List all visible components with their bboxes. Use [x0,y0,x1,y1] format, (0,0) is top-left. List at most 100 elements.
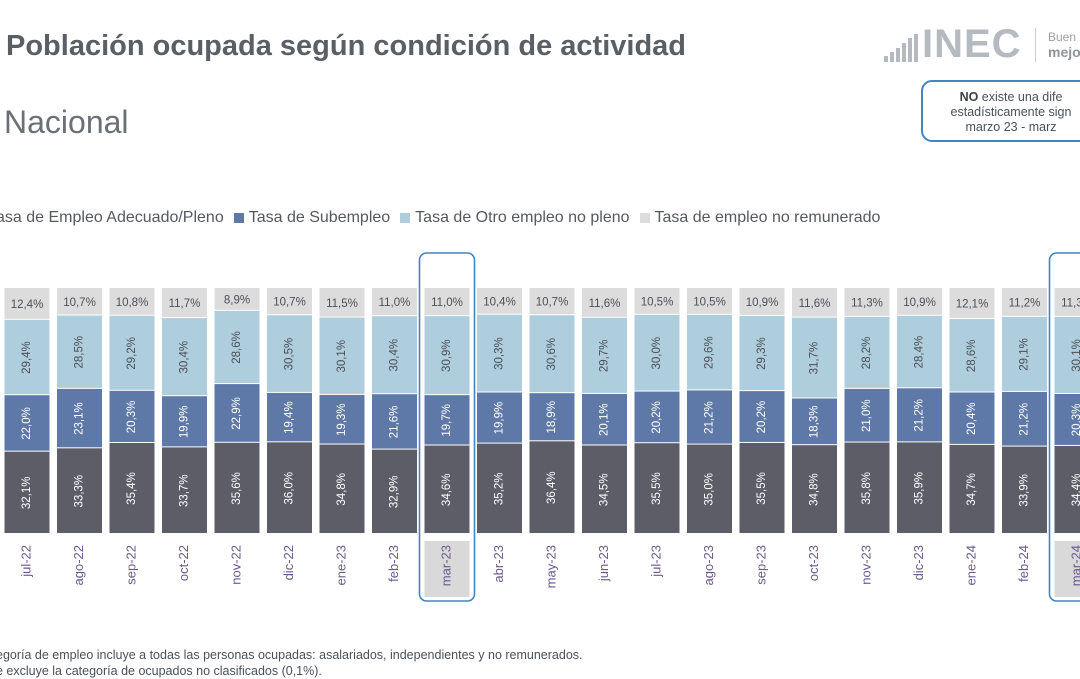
data-label-subempleo-mar-23: 19,7% [441,404,453,437]
data-label-subempleo-mar-24: 20,3% [1071,404,1080,437]
data-label-otro-feb-24: 29,1% [1019,338,1031,371]
data-label-no_remunerado-dic-22: 10,7% [273,297,306,309]
x-tick-label-dic-22: dic-22 [281,545,296,580]
data-label-no_remunerado-oct-23: 11,6% [799,298,831,310]
data-label-subempleo-ene-24: 20,4% [966,402,978,435]
x-tick-label-oct-23: oct-23 [806,545,821,581]
x-tick-label-mar-24: mar-24 [1068,545,1080,586]
data-label-otro-nov-22: 28,6% [231,331,243,364]
data-label-no_remunerado-sep-22: 10,8% [116,297,149,309]
chart-legend: asa de Empleo Adecuado/Pleno Tasa de Sub… [0,209,890,227]
data-label-subempleo-dic-23: 21,2% [914,399,926,432]
data-label-subempleo-nov-22: 22,9% [231,397,243,430]
note-line-1: NO existe una dife [923,90,1080,105]
footnote: egoría de empleo incluye a todas las per… [0,647,583,679]
x-tick-label-feb-24: feb-24 [1016,545,1031,582]
data-label-adecuado-oct-22: 33,7% [179,474,191,507]
data-label-no_remunerado-mar-23: 11,0% [431,297,463,309]
logo-separator [1035,28,1036,62]
data-label-adecuado-sep-23: 35,5% [756,472,768,505]
data-label-otro-ago-22: 28,5% [74,336,86,369]
footnote-line-1: egoría de empleo incluye a todas las per… [0,647,583,663]
data-label-otro-nov-23: 28,2% [861,337,873,370]
data-label-no_remunerado-feb-23: 11,0% [379,297,411,309]
legend-item-adecuado: asa de Empleo Adecuado/Pleno [0,209,224,227]
x-tick-label-jul-22: jul-22 [18,545,33,578]
legend-swatch-subempleo [234,213,244,223]
chart-subtitle: Nacional [4,104,129,141]
data-label-adecuado-feb-24: 33,9% [1019,474,1031,507]
x-tick-label-jul-23: jul-23 [648,545,663,578]
legend-label-no-remunerado: Tasa de empleo no remunerado [655,209,881,227]
data-label-otro-abr-23: 30,3% [494,337,506,370]
data-label-adecuado-jul-23: 35,5% [651,472,663,505]
chart-svg: 32,1%22,0%29,4%12,4%jul-2233,3%23,1%28,5… [0,250,1080,605]
data-label-adecuado-nov-23: 35,8% [861,472,873,505]
x-tick-label-nov-22: nov-22 [228,545,243,585]
x-tick-label-abr-23: abr-23 [491,545,506,583]
data-label-no_remunerado-ago-22: 10,7% [63,297,96,309]
data-label-subempleo-ago-23: 21,2% [704,401,716,434]
x-tick-label-ene-23: ene-23 [333,545,348,585]
legend-label-subempleo: Tasa de Subempleo [249,209,390,227]
chart-title: Población ocupada según condición de act… [6,30,686,63]
data-label-adecuado-mar-23: 34,6% [441,473,453,506]
legend-swatch-no-remunerado [640,213,650,223]
x-tick-label-ene-24: ene-24 [963,545,978,585]
x-tick-label-mar-23: mar-23 [438,545,453,586]
note-line-1-rest: existe una dife [978,90,1062,104]
note-line-2: estadísticamente sign [923,105,1080,120]
data-label-otro-sep-22: 29,2% [126,337,138,370]
data-label-subempleo-dic-22: 19,4% [284,401,296,434]
data-label-no_remunerado-mar-24: 11,3% [1061,297,1080,309]
data-label-subempleo-feb-23: 21,6% [389,406,401,439]
x-tick-label-ago-23: ago-23 [701,545,716,585]
data-label-adecuado-ago-22: 33,3% [74,475,86,508]
logo-tagline-2: mejo [1048,45,1080,60]
data-label-adecuado-ene-23: 34,8% [336,473,348,506]
data-label-subempleo-nov-23: 21,0% [861,399,873,432]
data-label-subempleo-oct-22: 19,9% [179,405,191,438]
data-label-otro-oct-23: 31,7% [809,342,821,375]
x-tick-label-may-23: may-23 [543,545,558,588]
data-label-otro-jul-23: 30,0% [651,337,663,370]
x-tick-label-sep-23: sep-23 [753,545,768,585]
data-label-otro-feb-23: 30,4% [389,339,401,372]
data-label-otro-dic-23: 28,4% [914,336,926,369]
data-label-adecuado-abr-23: 35,2% [494,473,506,506]
data-label-adecuado-jun-23: 34,5% [599,473,611,506]
data-label-adecuado-sep-22: 35,4% [126,472,138,505]
data-label-no_remunerado-feb-24: 11,2% [1009,297,1041,309]
data-label-subempleo-jun-23: 20,1% [599,403,611,436]
data-label-otro-jul-22: 29,4% [21,341,33,374]
data-label-subempleo-ago-22: 23,1% [74,402,86,435]
x-tick-label-ago-22: ago-22 [71,545,86,585]
data-label-adecuado-may-23: 36,4% [546,471,558,504]
x-tick-label-feb-23: feb-23 [386,545,401,582]
data-label-otro-mar-24: 30,1% [1071,339,1080,372]
legend-label-otro: Tasa de Otro empleo no pleno [415,209,629,227]
x-tick-label-dic-23: dic-23 [911,545,926,580]
data-label-subempleo-sep-22: 20,3% [126,401,138,434]
data-label-subempleo-ene-23: 19,3% [336,403,348,436]
data-label-no_remunerado-nov-22: 8,9% [224,294,250,306]
data-label-no_remunerado-ene-24: 12,1% [956,299,989,311]
legend-label-adecuado: asa de Empleo Adecuado/Pleno [0,209,224,227]
data-label-otro-mar-23: 30,9% [441,339,453,372]
data-label-otro-may-23: 30,6% [546,338,558,371]
data-label-no_remunerado-nov-23: 11,3% [851,297,883,309]
data-label-no_remunerado-jul-22: 12,4% [11,299,44,311]
data-label-otro-ene-24: 28,6% [966,339,978,372]
data-label-no_remunerado-abr-23: 10,4% [483,296,516,308]
data-label-no_remunerado-oct-22: 11,7% [169,298,201,310]
data-label-otro-dic-22: 30,5% [284,338,296,371]
data-label-otro-ago-23: 29,6% [704,336,716,369]
data-label-otro-sep-23: 29,3% [756,337,768,370]
x-tick-label-jun-23: jun-23 [596,545,611,582]
data-label-adecuado-feb-23: 32,9% [389,475,401,508]
data-label-subempleo-feb-24: 21,2% [1019,403,1031,436]
data-label-no_remunerado-ene-23: 11,5% [326,298,358,310]
data-label-subempleo-abr-23: 19,9% [494,402,506,435]
data-label-adecuado-dic-22: 36,0% [284,472,296,505]
